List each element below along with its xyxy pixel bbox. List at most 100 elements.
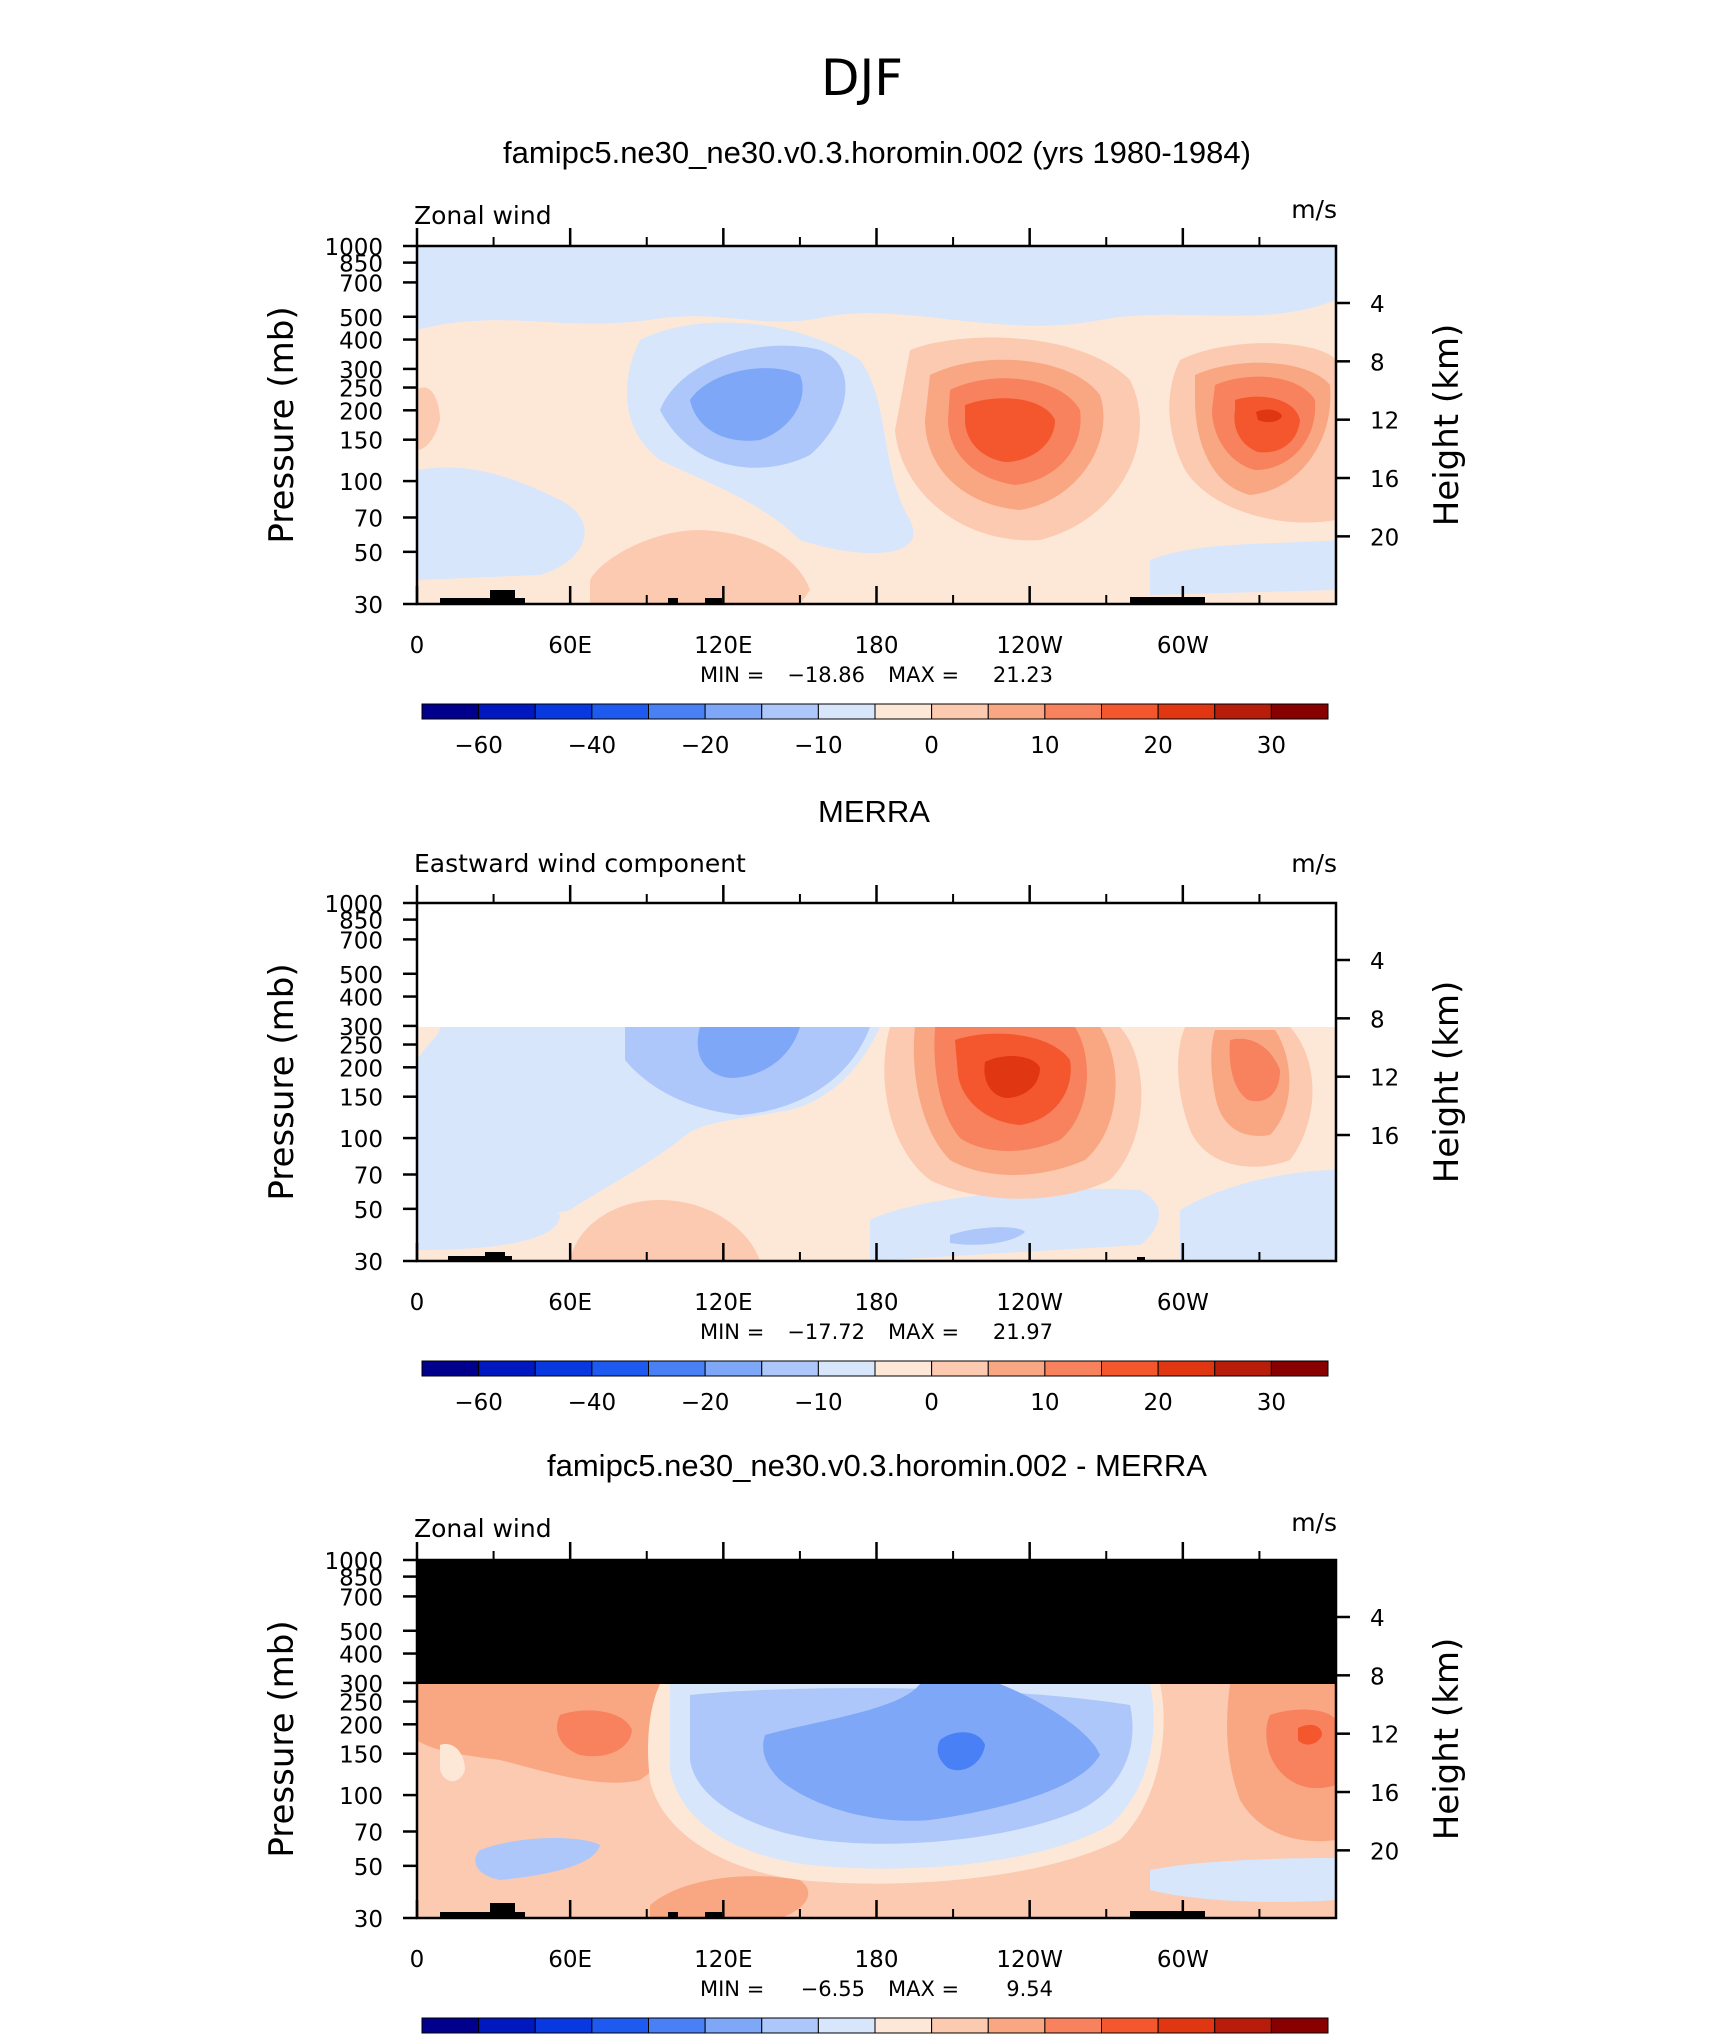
x-tick-label: 120E [694,633,752,659]
y2-tick-label: 12 [1370,1066,1399,1092]
y2-tick-label: 12 [1370,1723,1399,1749]
stat-min-label: MIN = [700,1320,764,1344]
y-tick-label: 30 [354,593,383,619]
region-low-westerly [590,530,810,604]
colorbar-swatch [1270,1360,1329,1377]
x-tick-label: 60W [1157,1290,1209,1316]
colorbar-label: −10 [794,1390,843,1416]
y-tick-label: 300 [339,1015,383,1041]
colorbar-swatch [761,703,819,720]
colorbar-swatch [931,703,989,720]
colorbar-swatch [931,1360,989,1377]
y2-tick-label: 8 [1370,1007,1385,1033]
colorbar-swatch [761,1360,819,1377]
y-tick-label: 400 [339,986,383,1012]
region-polar-westerly [417,387,440,450]
y-tick-label: 150 [339,1086,383,1112]
colorbar-label: 10 [1030,1390,1059,1416]
y-tick-label: 100 [339,1784,383,1810]
colorbar-label: −40 [568,1390,617,1416]
y-tick-label: 300 [339,358,383,384]
y2-tick-label: 16 [1370,1781,1399,1807]
y2-axis-title: Height (km) [1427,981,1467,1184]
colorbar-swatch [817,1360,876,1377]
colorbar-label: −60 [454,1390,503,1416]
region-low-westerly [570,1200,760,1261]
x-tick-label: 0 [410,1947,425,1973]
y-tick-label: 1000 [324,235,383,261]
region-negative-low-left [475,1838,600,1880]
y-tick-label: 700 [339,1585,383,1611]
colorbar-swatch [931,2017,989,2034]
units-label: m/s [1291,195,1337,224]
y2-tick-label: 16 [1370,467,1399,493]
y-tick-label: 30 [354,1907,383,1933]
x-tick-label: 120W [996,633,1063,659]
colorbar-swatch [874,1360,933,1377]
x-tick-label: 0 [410,633,425,659]
colorbar-swatch [874,2017,933,2034]
region-low-westerly [650,1876,809,1918]
colorbar-label: 0 [924,1390,939,1416]
y-tick-label: 100 [339,470,383,496]
colorbar-label: −60 [454,733,503,759]
x-ticks: 0 60E 120E 180 120W 60W [410,885,1261,1316]
y-tick-label: 850 [339,1566,383,1592]
y-tick-label: 500 [339,1620,383,1646]
region-positive-left [417,1684,671,1783]
colorbar-swatch [591,703,649,720]
y2-tick-label: 8 [1370,1664,1385,1690]
y-axis-title: Pressure (mb) [262,963,302,1200]
y2-tick-label: 20 [1370,525,1399,551]
colorbar: −60 −40 −20 −10 0 10 20 30 [421,1360,1329,1416]
colorbar-label: 30 [1257,1390,1286,1416]
y-tick-label: 1000 [324,1549,383,1575]
colorbar-swatch [761,2017,819,2034]
region-jet-1-d [965,398,1055,462]
colorbar-swatch [1101,703,1159,720]
x-tick-label: 0 [410,1290,425,1316]
colorbar-swatch [534,1360,593,1377]
region-easterly-right-edge [1180,1170,1336,1261]
colorbar-swatch [704,1360,763,1377]
colorbar-swatch [421,703,480,720]
y-tick-label: 500 [339,963,383,989]
colorbar-swatch [1101,2017,1159,2034]
colorbar-swatch [648,2017,706,2034]
colorbar-swatch [704,2017,763,2034]
region-easterly-right-low [870,1188,1159,1261]
contour-field [417,1560,1336,1918]
colorbar-swatch [817,2017,876,2034]
panel-model: famipc5.ne30_ne30.v0.3.horomin.002 (yrs … [262,135,1467,759]
region-positive-right-peak [1298,1724,1322,1745]
x-tick-label: 180 [855,1290,899,1316]
variable-label: Eastward wind component [414,849,746,878]
y-tick-label: 500 [339,306,383,332]
stat-max-value: 21.97 [993,1320,1053,1344]
colorbar-label: 0 [924,733,939,759]
x-tick-label: 180 [855,1947,899,1973]
y2-tick-label: 16 [1370,1124,1399,1150]
region-easterly-left-low [417,1170,560,1250]
y-tick-label: 250 [339,1034,383,1060]
colorbar-swatch [421,2017,480,2034]
x-ticks: 0 60E 120E 180 120W 60W [410,1542,1261,1973]
region-small-pale [440,1744,465,1782]
stat-min-value: −6.55 [801,1977,865,2001]
contour-field [417,246,1336,604]
panel-title: famipc5.ne30_ne30.v0.3.horomin.002 (yrs … [503,135,1251,170]
y-tick-label: 150 [339,429,383,455]
colorbar-swatch [1157,703,1216,720]
x-tick-label: 60E [548,1290,592,1316]
x-tick-label: 120W [996,1290,1063,1316]
stat-max-label: MAX = [888,1320,959,1344]
y-tick-label: 70 [354,1820,383,1846]
y-tick-label: 50 [354,541,383,567]
stats-line: MIN = −17.72 MAX = 21.97 [700,1320,1053,1344]
y-tick-label: 100 [339,1127,383,1153]
colorbar-swatch [478,703,536,720]
x-tick-label: 60E [548,1947,592,1973]
panel-difference: famipc5.ne30_ne30.v0.3.horomin.002 - MER… [262,1448,1467,2034]
